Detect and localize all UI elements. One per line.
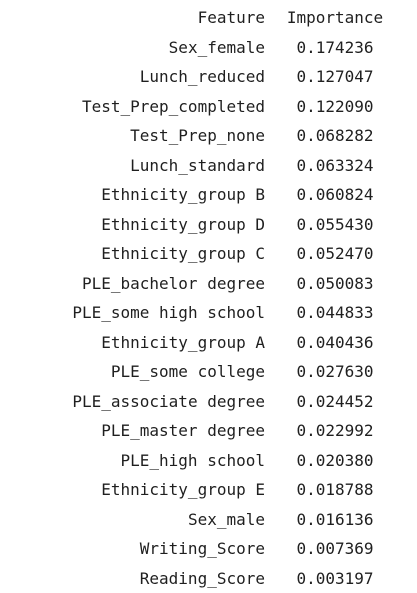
feature-cell: Sex_male [0, 505, 277, 535]
header-feature: Feature [0, 3, 277, 33]
importance-cell: 0.044833 [277, 298, 393, 328]
feature-cell: PLE_some college [0, 357, 277, 387]
feature-cell: Lunch_standard [0, 151, 277, 181]
importance-cell: 0.127047 [277, 62, 393, 92]
header-importance: Importance [277, 3, 393, 33]
importance-cell: 0.060824 [277, 180, 393, 210]
feature-cell: PLE_associate degree [0, 387, 277, 417]
feature-cell: Ethnicity_group B [0, 180, 277, 210]
importance-cell: 0.020380 [277, 446, 393, 476]
importance-cell: 0.040436 [277, 328, 393, 358]
importance-cell: 0.174236 [277, 33, 393, 63]
feature-cell: PLE_bachelor degree [0, 269, 277, 299]
feature-cell: Test_Prep_none [0, 121, 277, 151]
importance-cell: 0.003197 [277, 564, 393, 593]
feature-cell: Ethnicity_group D [0, 210, 277, 240]
importance-cell: 0.122090 [277, 92, 393, 122]
table-header-row: Feature Importance [0, 3, 393, 33]
feature-cell: Sex_female [0, 33, 277, 63]
importance-cell: 0.024452 [277, 387, 393, 417]
importance-cell: 0.016136 [277, 505, 393, 535]
importance-cell: 0.018788 [277, 475, 393, 505]
feature-cell: PLE_high school [0, 446, 277, 476]
importance-cell: 0.068282 [277, 121, 393, 151]
feature-cell: Ethnicity_group E [0, 475, 277, 505]
feature-cell: Ethnicity_group A [0, 328, 277, 358]
feature-cell: PLE_some high school [0, 298, 277, 328]
feature-cell: Test_Prep_completed [0, 92, 277, 122]
importance-cell: 0.063324 [277, 151, 393, 181]
importance-cell: 0.050083 [277, 269, 393, 299]
feature-cell: Reading_Score [0, 564, 277, 593]
importance-cell: 0.007369 [277, 534, 393, 564]
importance-cell: 0.052470 [277, 239, 393, 269]
feature-cell: PLE_master degree [0, 416, 277, 446]
feature-cell: Ethnicity_group C [0, 239, 277, 269]
importance-cell: 0.022992 [277, 416, 393, 446]
importance-cell: 0.027630 [277, 357, 393, 387]
feature-cell: Lunch_reduced [0, 62, 277, 92]
importance-cell: 0.055430 [277, 210, 393, 240]
feature-cell: Writing_Score [0, 534, 277, 564]
